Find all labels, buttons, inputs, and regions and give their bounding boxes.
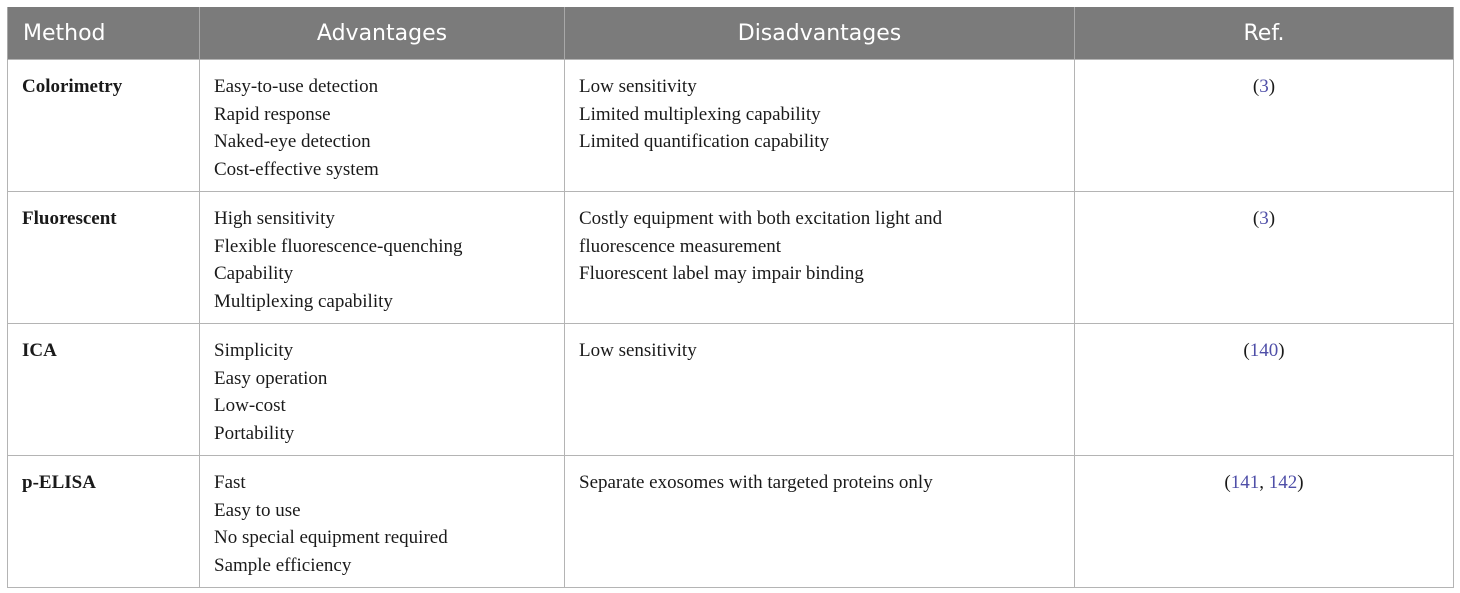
method-cell: p-ELISA [7,455,200,588]
advantage-item: Cost-effective system [214,159,379,181]
disadvantage-item: Separate exosomes with targeted proteins… [579,472,933,493]
advantage-item: Easy operation [214,367,328,389]
method-cell: Fluorescent [7,191,200,324]
methods-comparison-table: Method Advantages Disadvantages Ref. Col… [7,7,1454,588]
ref-close-paren: ) [1297,472,1304,493]
disadvantage-item: Costly equipment with both excitation li… [579,208,943,229]
table-header-row: Method Advantages Disadvantages Ref. [7,7,1454,60]
advantage-item: Fast [214,472,246,493]
advantage-item: Rapid response [214,103,331,125]
disadvantages-cell: Low sensitivity Limited multiplexing cap… [564,59,1075,192]
ref-cell: (3) [1074,59,1454,192]
ref-open-paren: ( [1243,340,1250,361]
ref-open-paren: ( [1224,472,1231,493]
header-method: Method [7,7,200,60]
advantages-cell: Easy-to-use detection Rapid response Nak… [199,59,565,192]
reference-link[interactable]: 142 [1268,472,1298,493]
advantage-item: Flexible fluorescence-quenching [214,235,463,257]
advantage-item: Capability [214,263,294,285]
disadvantage-item: Limited quantification capability [579,131,830,153]
reference-link[interactable]: 141 [1230,472,1260,493]
advantage-item: No special equipment required [214,527,448,549]
advantage-item: Portability [214,423,295,445]
disadvantage-item: Low sensitivity [579,76,697,97]
advantages-cell: Fast Easy to use No special equipment re… [199,455,565,588]
ref-close-paren: ) [1278,340,1285,361]
advantages-cell: High sensitivity Flexible fluorescence-q… [199,191,565,324]
advantage-item: Simplicity [214,340,294,361]
ref-close-paren: ) [1268,208,1276,229]
comparison-table-container: Method Advantages Disadvantages Ref. Col… [7,7,1454,588]
table-row: Colorimetry Easy-to-use detection Rapid … [7,59,1454,192]
advantage-item: Sample efficiency [214,555,352,577]
table-row: Fluorescent High sensitivity Flexible fl… [7,191,1454,324]
header-disadvantages: Disadvantages [564,7,1075,60]
advantage-item: Easy to use [214,499,301,521]
disadvantages-cell: Separate exosomes with targeted proteins… [564,455,1075,588]
advantage-item: Naked-eye detection [214,131,371,153]
reference-link[interactable]: 3 [1259,208,1269,229]
header-ref: Ref. [1074,7,1454,60]
reference-link[interactable]: 140 [1249,340,1279,361]
disadvantage-item: Low sensitivity [579,340,697,361]
advantage-item: Multiplexing capability [214,291,393,313]
advantage-item: High sensitivity [214,208,335,229]
ref-cell: (140) [1074,323,1454,456]
table-row: p-ELISA Fast Easy to use No special equi… [7,455,1454,588]
disadvantages-cell: Low sensitivity [564,323,1075,456]
disadvantage-item: fluorescence measurement [579,235,782,257]
ref-open-paren: ( [1252,76,1260,97]
advantage-item: Easy-to-use detection [214,76,379,97]
method-cell: ICA [7,323,200,456]
advantages-cell: Simplicity Easy operation Low-cost Porta… [199,323,565,456]
disadvantage-item: Fluorescent label may impair binding [579,263,864,285]
ref-separator: , [1259,472,1269,493]
method-cell: Colorimetry [7,59,200,192]
ref-close-paren: ) [1268,76,1276,97]
ref-open-paren: ( [1252,208,1260,229]
reference-link[interactable]: 3 [1259,76,1269,97]
advantage-item: Low-cost [214,395,286,417]
ref-cell: (3) [1074,191,1454,324]
header-advantages: Advantages [199,7,565,60]
table-row: ICA Simplicity Easy operation Low-cost P… [7,323,1454,456]
disadvantages-cell: Costly equipment with both excitation li… [564,191,1075,324]
ref-cell: (141, 142) [1074,455,1454,588]
disadvantage-item: Limited multiplexing capability [579,103,821,125]
